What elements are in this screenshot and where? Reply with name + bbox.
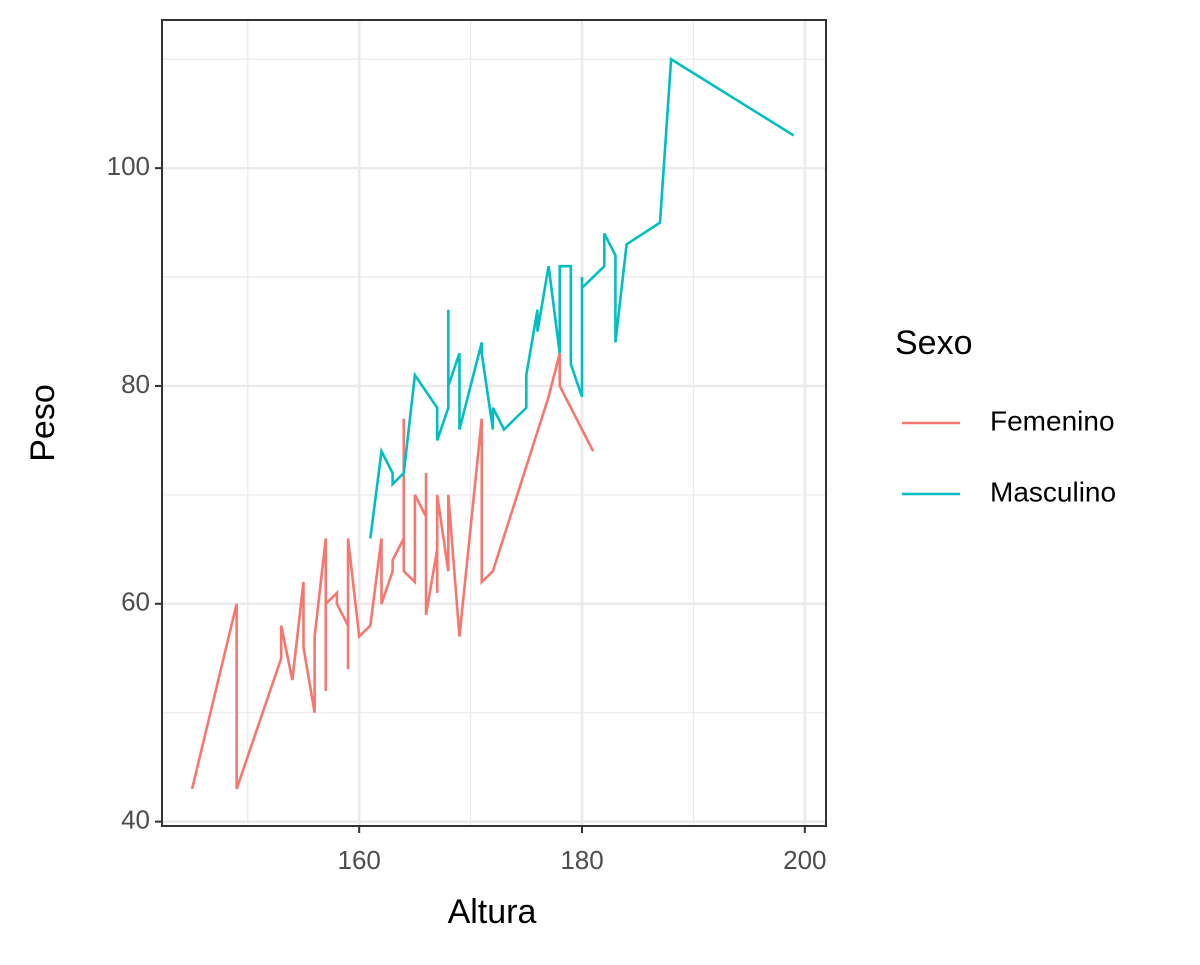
data-line	[190, 352, 595, 790]
x-axis-label: Altura	[448, 893, 537, 931]
legend-label: Masculino	[990, 476, 1116, 507]
panel-border	[161, 19, 827, 827]
x-tick-label: 160	[337, 845, 380, 875]
legend-title: Sexo	[895, 324, 973, 362]
y-tick-label: 100	[107, 151, 150, 181]
y-tick-label: 40	[121, 805, 150, 835]
data-line	[369, 56, 795, 539]
x-tick-label: 200	[783, 845, 826, 875]
legend-label: Femenino	[990, 405, 1115, 436]
x-tick-label: 180	[560, 845, 603, 875]
y-tick-label: 60	[121, 587, 150, 617]
y-axis-label: Peso	[24, 384, 62, 462]
y-tick-label: 80	[121, 369, 150, 399]
